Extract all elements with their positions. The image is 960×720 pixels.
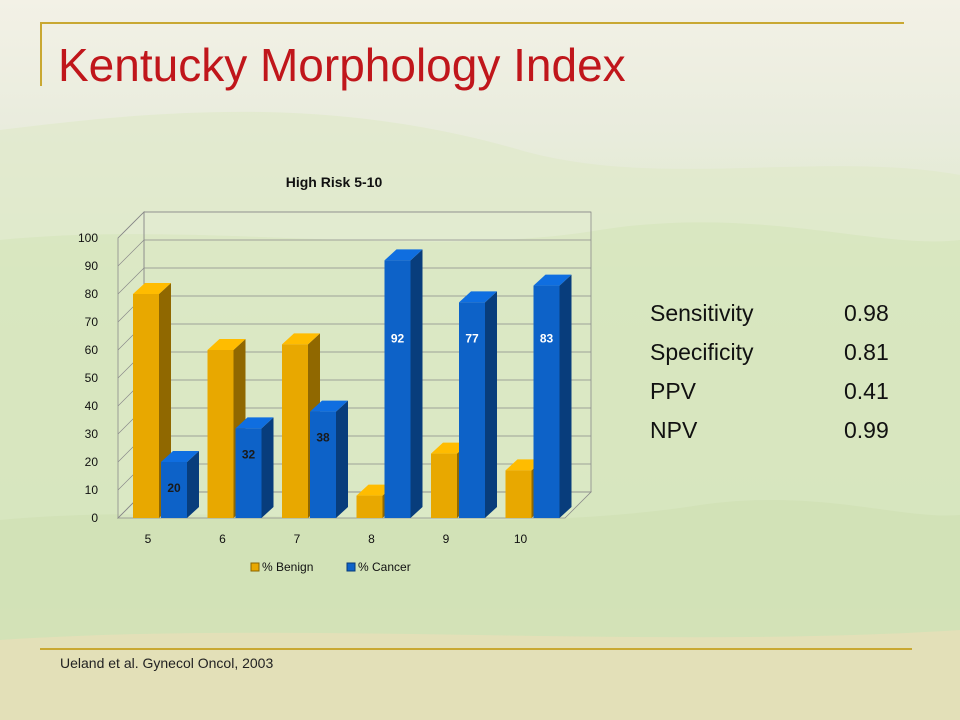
- y-tick-label: 40: [85, 399, 99, 413]
- legend-label-cancer: % Cancer: [358, 560, 411, 574]
- gridline: [117, 239, 591, 267]
- data-label-cancer-10: 83: [540, 331, 554, 345]
- stat-label: Sensitivity: [650, 300, 754, 326]
- x-tick-label: 5: [145, 532, 152, 546]
- bottom-rule: [40, 648, 912, 650]
- bar-cancer-5-top: [161, 451, 199, 462]
- gridline: [117, 267, 591, 295]
- stat-value: 0.41: [844, 378, 889, 404]
- stat-row-sensitivity: Sensitivity 0.98: [650, 300, 900, 339]
- bar-cancer-8: [384, 260, 411, 518]
- data-label-cancer-8: 92: [391, 331, 405, 345]
- x-tick-label: 10: [514, 532, 528, 546]
- stat-row-ppv: PPV 0.41: [650, 378, 900, 417]
- bar-benign-9: [431, 453, 457, 518]
- stat-value: 0.81: [844, 339, 889, 365]
- bar-benign-5: [133, 294, 159, 518]
- bar-cancer-7-side: [336, 400, 348, 518]
- stat-value: 0.98: [844, 300, 889, 326]
- bar-benign-8: [356, 495, 383, 518]
- slide-title: Kentucky Morphology Index: [58, 39, 626, 91]
- bar-benign-5-top: [133, 283, 171, 294]
- bar-cancer-10: [533, 285, 560, 518]
- y-tick-label: 10: [85, 483, 99, 497]
- data-label-cancer-5: 20: [167, 481, 181, 495]
- bar-cancer-8-side: [410, 249, 423, 518]
- bar-cancer-7-top: [310, 400, 348, 412]
- top-rule: [40, 22, 904, 24]
- data-label-cancer-7: 38: [316, 431, 330, 445]
- stat-label: PPV: [650, 378, 697, 404]
- y-tick-label: 80: [85, 287, 99, 301]
- stat-value: 0.99: [844, 417, 889, 443]
- chart-title: High Risk 5-10: [286, 174, 383, 190]
- bar-cancer-7: [310, 411, 336, 518]
- x-tick-label: 6: [219, 532, 226, 546]
- bar-cancer-9-top: [459, 291, 497, 303]
- stat-label: NPV: [650, 417, 698, 443]
- bar-cancer-5-side: [187, 451, 199, 518]
- legend-label-benign: % Benign: [262, 560, 313, 574]
- bar-cancer-9-side: [485, 291, 497, 518]
- bar-benign-7-top: [282, 333, 320, 345]
- y-tick-label: 60: [85, 343, 99, 357]
- bar-cancer-5: [161, 462, 187, 518]
- x-tick-label: 9: [443, 532, 450, 546]
- bar-benign-6: [207, 350, 234, 518]
- bar-benign-10: [505, 470, 532, 518]
- left-rule: [40, 22, 42, 86]
- bar-cancer-9: [459, 302, 485, 518]
- y-tick-label: 20: [85, 455, 99, 469]
- bar-cancer-6-side: [261, 417, 274, 518]
- data-label-cancer-9: 77: [465, 331, 479, 345]
- bar-cancer-10-side: [559, 274, 572, 518]
- legend-swatch-cancer: [346, 562, 356, 572]
- citation: Ueland et al. Gynecol Oncol, 2003: [60, 655, 274, 671]
- bar-cancer-6: [235, 428, 262, 518]
- bar-cancer-10-top: [533, 274, 572, 286]
- y-tick-label: 70: [85, 315, 99, 329]
- stat-row-specificity: Specificity 0.81: [650, 339, 900, 378]
- bar-benign-6-top: [207, 339, 246, 350]
- y-tick-label: 0: [91, 511, 98, 525]
- gridline: [117, 211, 591, 239]
- stats-table: Sensitivity 0.98 Specificity 0.81 PPV 0.…: [650, 300, 900, 456]
- y-tick-label: 90: [85, 259, 99, 273]
- x-tick-label: 8: [368, 532, 375, 546]
- x-tick-label: 7: [294, 532, 301, 546]
- y-tick-label: 30: [85, 427, 99, 441]
- y-tick-label: 100: [78, 231, 98, 245]
- bar-benign-7: [282, 344, 308, 518]
- stat-row-npv: NPV 0.99: [650, 417, 900, 456]
- y-tick-label: 50: [85, 371, 99, 385]
- data-label-cancer-6: 32: [242, 447, 256, 461]
- legend-swatch-benign: [250, 562, 260, 572]
- bar-cancer-6-top: [235, 417, 274, 429]
- stat-label: Specificity: [650, 339, 754, 365]
- bar-cancer-8-top: [384, 249, 423, 261]
